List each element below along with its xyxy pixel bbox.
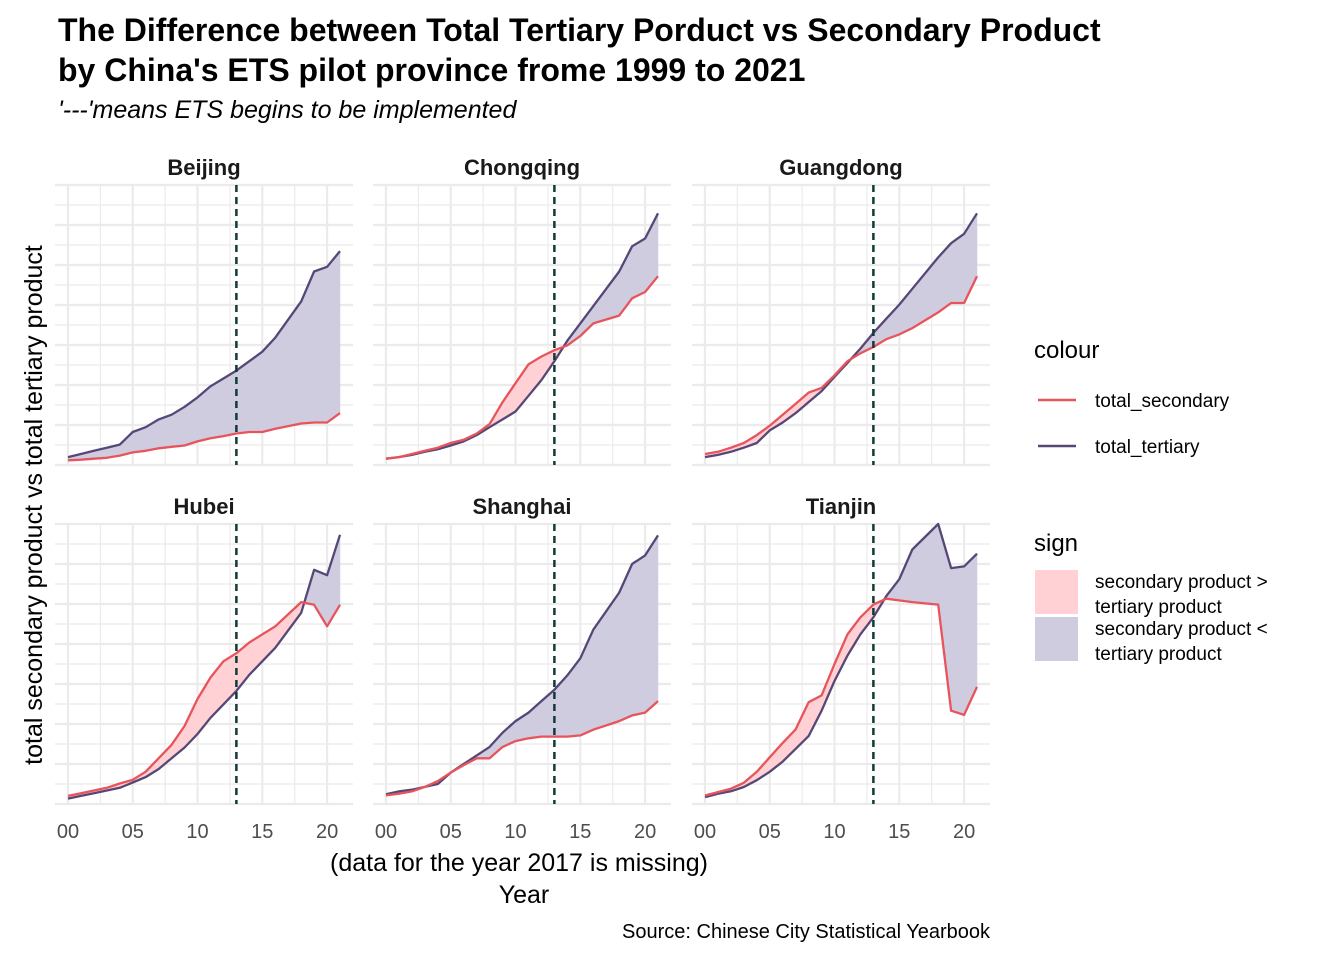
facet-tianjin: Tianjin 00 05 10 15 20 [692,494,990,843]
ribbon-secondary-less [249,351,263,433]
facet-beijing: Beijing [55,155,353,467]
facet-strip-label-chongqing: Chongqing [464,155,580,180]
ribbon-secondary-less [326,534,341,628]
x-tick-label: 15 [251,821,273,843]
x-tick-label: 05 [122,821,144,843]
legend-label-secondary-greater-line-1: secondary product > [1095,572,1268,593]
chart-title-line-1: The Difference between Total Tertiary Po… [58,12,1101,48]
series-line-total-secondary-chongqing [385,275,659,460]
legend-label-secondary-less-line-2: tertiary product [1095,644,1222,665]
ribbon-secondary-less [313,569,328,628]
x-tick-label: 20 [316,821,338,843]
series-line-total-tertiary-tianjin [704,522,978,799]
x-tick-label: 00 [375,821,397,843]
facet-guangdong: Guangdong [692,155,990,467]
series-line-total-secondary-shanghai [385,700,659,797]
series-line-total-secondary-guangdong [704,275,979,456]
facet-chongqing: Chongqing [373,155,671,467]
ribbon-secondary-less [631,554,646,716]
chart-subtitle: '---'means ETS begins to be implemented [58,96,517,124]
legend-sign: sign secondary product > tertiary produc… [1034,530,1268,665]
ribbon-secondary-less [912,256,939,329]
chart-title-line-2: by China's ETS pilot province frome 1999… [58,52,806,88]
series-line-total-tertiary-beijing [67,250,341,459]
ribbon-secondary-less [262,336,276,433]
facet-hubei: Hubei 00 05 10 15 20 [55,494,353,843]
legend-sign-title: sign [1034,530,1078,557]
x-axis-label-line-2: Year [499,881,550,909]
facet-strip-label-guangdong: Guangdong [779,155,902,180]
x-tick-label: 05 [759,821,781,843]
x-axis-label-line-1: (data for the year 2017 is missing) [330,849,708,877]
x-tick-label: 00 [57,821,79,843]
legend-key-secondary-less [1035,617,1078,661]
ribbon-secondary-less [593,591,620,731]
x-tick-label: 10 [823,821,845,843]
x-tick-label: 20 [634,821,656,843]
x-tick-label: 15 [888,821,910,843]
x-tick-label: 10 [504,821,526,843]
legend-colour-title: colour [1034,337,1099,364]
legend-colour: colour total_secondary total_tertiary [1034,337,1230,458]
facet-strip-label-shanghai: Shanghai [472,494,571,519]
series-line-total-tertiary-chongqing [385,212,660,460]
x-tick-label: 10 [186,821,208,843]
facets-layer: Beijing Chongqing Guangdong Hubei 00 05 10 15 20… [55,155,990,843]
facet-strip-label-beijing: Beijing [167,155,240,180]
ribbon-secondary-less [950,233,965,304]
legend-label-secondary-less-line-1: secondary product < [1095,619,1268,640]
ribbon-secondary-less [326,250,341,423]
ribbon-secondary-less [236,360,250,434]
ribbon-secondary-less [567,657,581,737]
x-tick-label: 00 [694,821,716,843]
facet-shanghai: Shanghai 00 05 10 15 20 [373,494,671,843]
chart-title: The Difference between Total Tertiary Po… [58,10,1318,90]
x-tick-label: 20 [953,821,975,843]
ribbon-secondary-less [644,534,659,714]
ribbon-secondary-less [223,370,237,437]
ribbon-secondary-less [950,566,965,716]
legend-label-total-secondary: total_secondary [1095,391,1230,412]
series-line-total-tertiary-hubei [67,534,342,800]
legend-label-secondary-greater-line-2: tertiary product [1095,597,1222,618]
series-line-total-tertiary-guangdong [704,212,978,459]
series-line-total-secondary-beijing [67,412,341,462]
ribbon-secondary-less [631,238,646,299]
ribbon-secondary-less [313,266,328,423]
legend-label-total-tertiary: total_tertiary [1095,437,1200,458]
facet-strip-label-hubei: Hubei [173,494,234,519]
series-line-total-secondary-hubei [67,600,341,798]
chart-caption: Source: Chinese City Statistical Yearboo… [622,921,990,943]
x-tick-label: 15 [569,821,591,843]
ribbon-secondary-less [210,378,224,439]
y-axis-label: total secondary product vs total tertiar… [20,245,48,765]
legend-key-secondary-greater [1035,570,1078,614]
series-line-total-secondary-tianjin [704,597,979,797]
x-tick-label: 05 [440,821,462,843]
facet-strip-label-tianjin: Tianjin [806,494,877,519]
